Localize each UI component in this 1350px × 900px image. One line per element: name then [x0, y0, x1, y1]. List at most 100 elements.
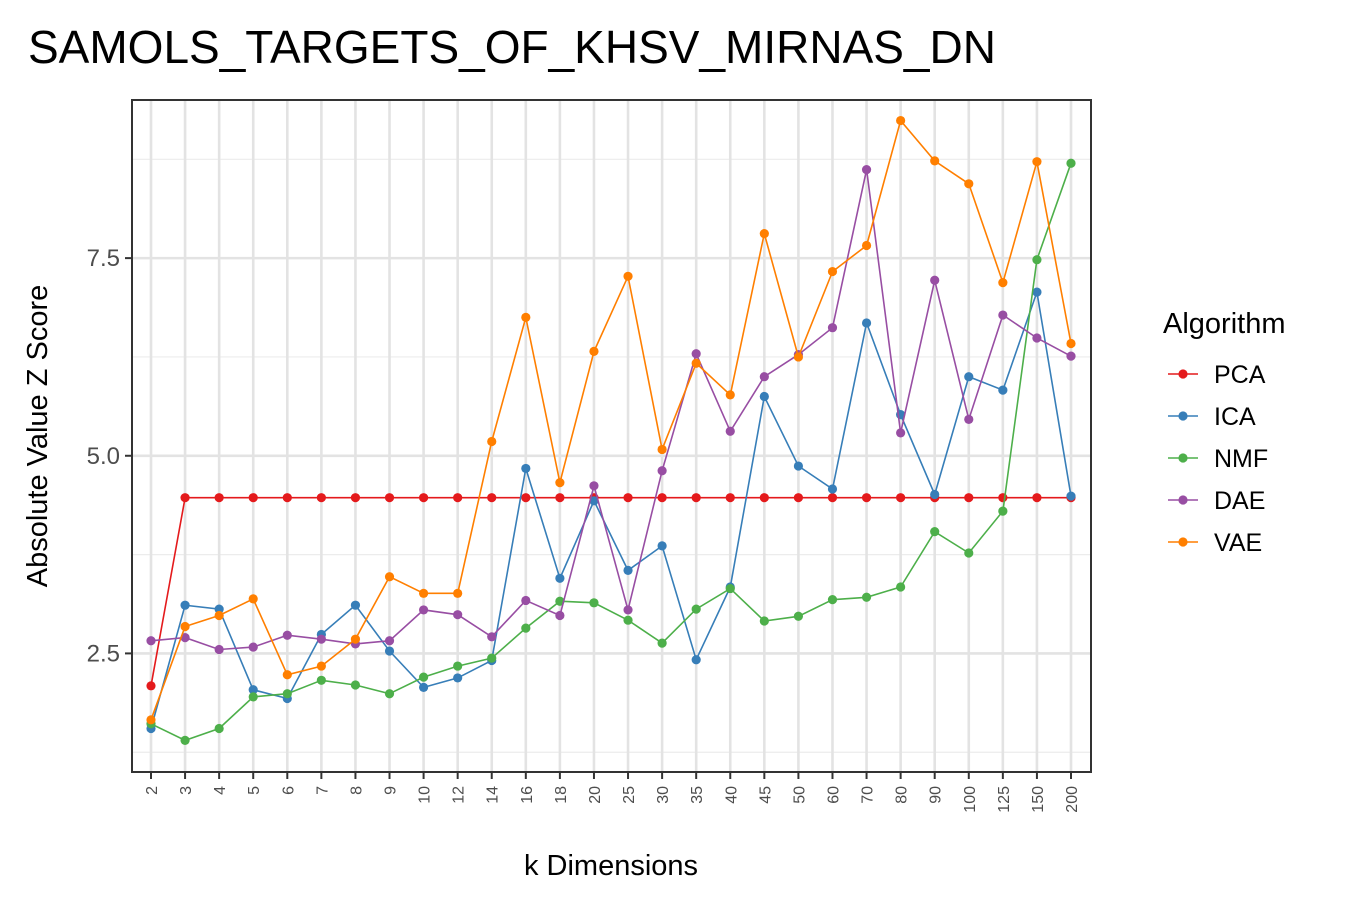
legend-item-nmf: NMF — [1168, 445, 1268, 473]
data-point-nmf — [759, 616, 769, 626]
data-point-dae — [214, 644, 224, 655]
x-tick-label: 2 — [144, 786, 161, 795]
legend-items: PCA ICA NMF DAE VAE — [1168, 361, 1268, 557]
data-point-dae — [248, 642, 258, 652]
x-axis: 2 3 4 5 6 7 8 9 10 12 14 16 18 20 25 30 35 40 45 50 60 70 80 90… — [144, 772, 1081, 813]
data-point-nmf — [282, 689, 292, 699]
legend: Algorithm PCA ICA NMF DAE VAE — [1163, 308, 1286, 557]
x-tick-label: 18 — [553, 786, 570, 804]
data-point-nmf — [964, 548, 974, 558]
data-point-ica — [1066, 491, 1076, 501]
x-tick-label: 40 — [723, 786, 740, 804]
x-tick-label: 8 — [348, 786, 365, 795]
data-point-pca — [896, 493, 906, 503]
data-point-ica — [453, 673, 463, 683]
data-point-dae — [1066, 351, 1076, 361]
series-line-ica — [150, 291, 1072, 729]
data-point-pca — [623, 493, 633, 503]
data-point-vae — [282, 670, 292, 680]
data-point-vae — [725, 390, 735, 400]
data-point-dae — [180, 633, 190, 643]
data-point-dae — [725, 426, 735, 436]
y-tick-label: 5.0 — [87, 443, 120, 470]
data-point-ica — [793, 461, 804, 471]
legend-label-ica: ICA — [1214, 403, 1256, 431]
y-tick-label: 2.5 — [87, 640, 120, 667]
data-point-nmf — [384, 689, 395, 699]
data-point-vae — [555, 478, 565, 488]
data-point-nmf — [998, 506, 1008, 516]
x-tick-label: 100 — [962, 786, 979, 813]
legend-key-point-nmf — [1178, 453, 1188, 463]
data-point-dae — [487, 632, 497, 642]
data-point-ica — [657, 541, 667, 551]
data-point-ica — [384, 646, 395, 656]
chart-title: SAMOLS_TARGETS_OF_KHSV_MIRNAS_DN — [28, 21, 996, 73]
legend-key-point-dae — [1178, 495, 1188, 505]
data-point-pca — [964, 493, 974, 503]
x-tick-label: 14 — [485, 786, 502, 804]
legend-key-point-pca — [1178, 369, 1188, 379]
legend-label-vae: VAE — [1214, 529, 1262, 557]
data-point-vae — [316, 661, 326, 671]
data-point-pca — [725, 493, 735, 503]
data-point-dae — [384, 636, 395, 646]
x-tick-label: 50 — [791, 786, 808, 804]
data-point-vae — [350, 634, 361, 644]
y-tick-label: 7.5 — [87, 245, 120, 272]
data-point-nmf — [1032, 255, 1042, 265]
legend-label-dae: DAE — [1214, 487, 1265, 515]
data-point-vae — [214, 610, 224, 621]
data-point-dae — [1032, 333, 1042, 343]
data-point-nmf — [930, 527, 940, 537]
data-point-pca — [248, 493, 258, 503]
legend-key-point-ica — [1178, 411, 1188, 421]
data-point-pca — [827, 493, 838, 503]
x-axis-label: k Dimensions — [524, 850, 698, 882]
panel-border — [131, 99, 1092, 773]
data-point-pca — [521, 493, 531, 503]
data-point-nmf — [487, 653, 497, 663]
x-tick-label: 4 — [212, 786, 229, 795]
data-point-vae — [759, 229, 769, 239]
x-tick-label: 3 — [178, 786, 195, 795]
data-point-dae — [657, 466, 667, 476]
x-tick-label: 25 — [621, 786, 638, 804]
data-point-ica — [555, 573, 565, 583]
data-point-vae — [964, 179, 974, 189]
data-point-dae — [316, 634, 326, 644]
data-point-pca — [453, 493, 463, 503]
data-point-ica — [998, 385, 1008, 395]
data-point-nmf — [248, 692, 258, 702]
x-tick-label: 7 — [314, 786, 331, 795]
data-point-nmf — [589, 598, 599, 608]
data-point-ica — [691, 655, 701, 665]
data-point-dae — [453, 610, 463, 620]
series-line-dae — [150, 169, 1072, 651]
data-point-ica — [623, 565, 633, 576]
x-tick-label: 35 — [689, 786, 706, 804]
data-point-ica — [930, 489, 940, 500]
data-point-vae — [827, 266, 838, 277]
data-point-vae — [861, 240, 872, 251]
data-point-vae — [691, 358, 701, 368]
data-point-pca — [350, 493, 361, 503]
data-point-dae — [827, 323, 838, 333]
data-point-nmf — [1066, 158, 1076, 168]
x-tick-label: 150 — [1030, 786, 1047, 813]
series-pca — [146, 493, 1076, 691]
data-point-nmf — [555, 596, 565, 606]
series-line-pca — [150, 496, 1071, 686]
data-point-pca — [146, 681, 156, 691]
x-tick-label: 45 — [757, 786, 774, 804]
data-point-ica — [759, 391, 769, 402]
data-point-nmf — [827, 595, 838, 605]
x-tick-label: 5 — [246, 786, 263, 795]
data-point-dae — [623, 605, 633, 615]
data-point-vae — [146, 715, 156, 725]
data-point-vae — [1066, 338, 1076, 349]
data-point-pca — [316, 493, 326, 503]
y-axis-label: Absolute Value Z Score — [22, 285, 54, 588]
data-point-vae — [487, 436, 497, 447]
